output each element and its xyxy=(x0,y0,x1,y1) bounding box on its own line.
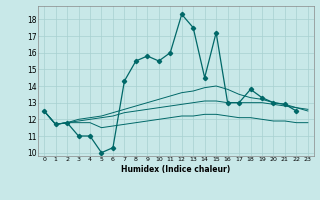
X-axis label: Humidex (Indice chaleur): Humidex (Indice chaleur) xyxy=(121,165,231,174)
